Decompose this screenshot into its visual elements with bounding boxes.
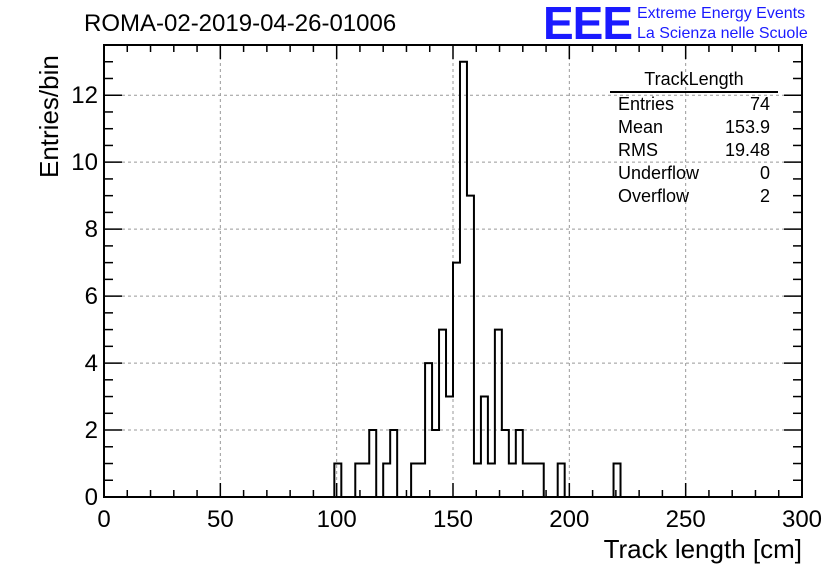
stats-row: Mean 153.9	[610, 116, 778, 139]
stats-row: Overflow 2	[610, 185, 778, 208]
y-tick-label: 8	[85, 216, 98, 243]
stats-row-value: 74	[749, 94, 770, 114]
stats-row-value: 19.48	[724, 140, 770, 160]
stats-title: TrackLength	[610, 68, 778, 93]
tick-labels: 0 50 100 150 200 250 300 0 2 4 6 8 10 12	[71, 82, 822, 533]
x-tick-label: 0	[97, 506, 110, 533]
x-tick-label: 300	[782, 506, 822, 533]
y-tick-label: 4	[85, 350, 98, 377]
stats-row-label: Overflow	[618, 186, 690, 206]
x-tick-label: 250	[666, 506, 706, 533]
stats-row: RMS 19.48	[610, 139, 778, 162]
stats-row-value: 153.9	[724, 117, 770, 137]
stats-row: Entries 74	[610, 93, 778, 116]
histogram-outline	[333, 60, 622, 498]
x-axis-label: Track length [cm]	[603, 534, 802, 564]
stats-box: TrackLength Entries 74 Mean 153.9 RMS 19.48 Un…	[610, 68, 778, 208]
y-tick-label: 0	[85, 484, 98, 511]
axis-ticks	[103, 44, 803, 498]
stats-row-label: Entries	[618, 94, 675, 114]
y-tick-label: 6	[85, 283, 98, 310]
stats-rows: Entries 74 Mean 153.9 RMS 19.48 Underflow 0 Over…	[610, 93, 778, 208]
stats-row-label: RMS	[618, 140, 658, 160]
x-tick-label: 200	[549, 506, 589, 533]
y-tick-label: 10	[71, 149, 98, 176]
logo-caption-line1: Extreme Energy Events	[637, 5, 806, 22]
logo-caption: Extreme Energy Events La Scienza nelle S…	[637, 4, 808, 44]
stats-row: Underflow 0	[610, 162, 778, 185]
plot-frame	[103, 44, 803, 498]
chart-title: ROMA-02-2019-04-26-01006	[84, 10, 397, 37]
x-tick-label: 150	[433, 506, 473, 533]
x-tick-label: 100	[317, 506, 357, 533]
y-tick-label: 2	[85, 417, 98, 444]
stats-row-value: 2	[759, 186, 770, 206]
stats-row-label: Underflow	[618, 163, 700, 183]
x-tick-label: 50	[207, 506, 234, 533]
y-tick-label: 12	[71, 82, 98, 109]
stats-row-label: Mean	[618, 117, 664, 137]
eee-logo: EEE	[543, 0, 633, 49]
stats-row-value: 0	[759, 163, 770, 183]
logo-caption-line2: La Scienza nelle Scuole	[637, 25, 808, 42]
